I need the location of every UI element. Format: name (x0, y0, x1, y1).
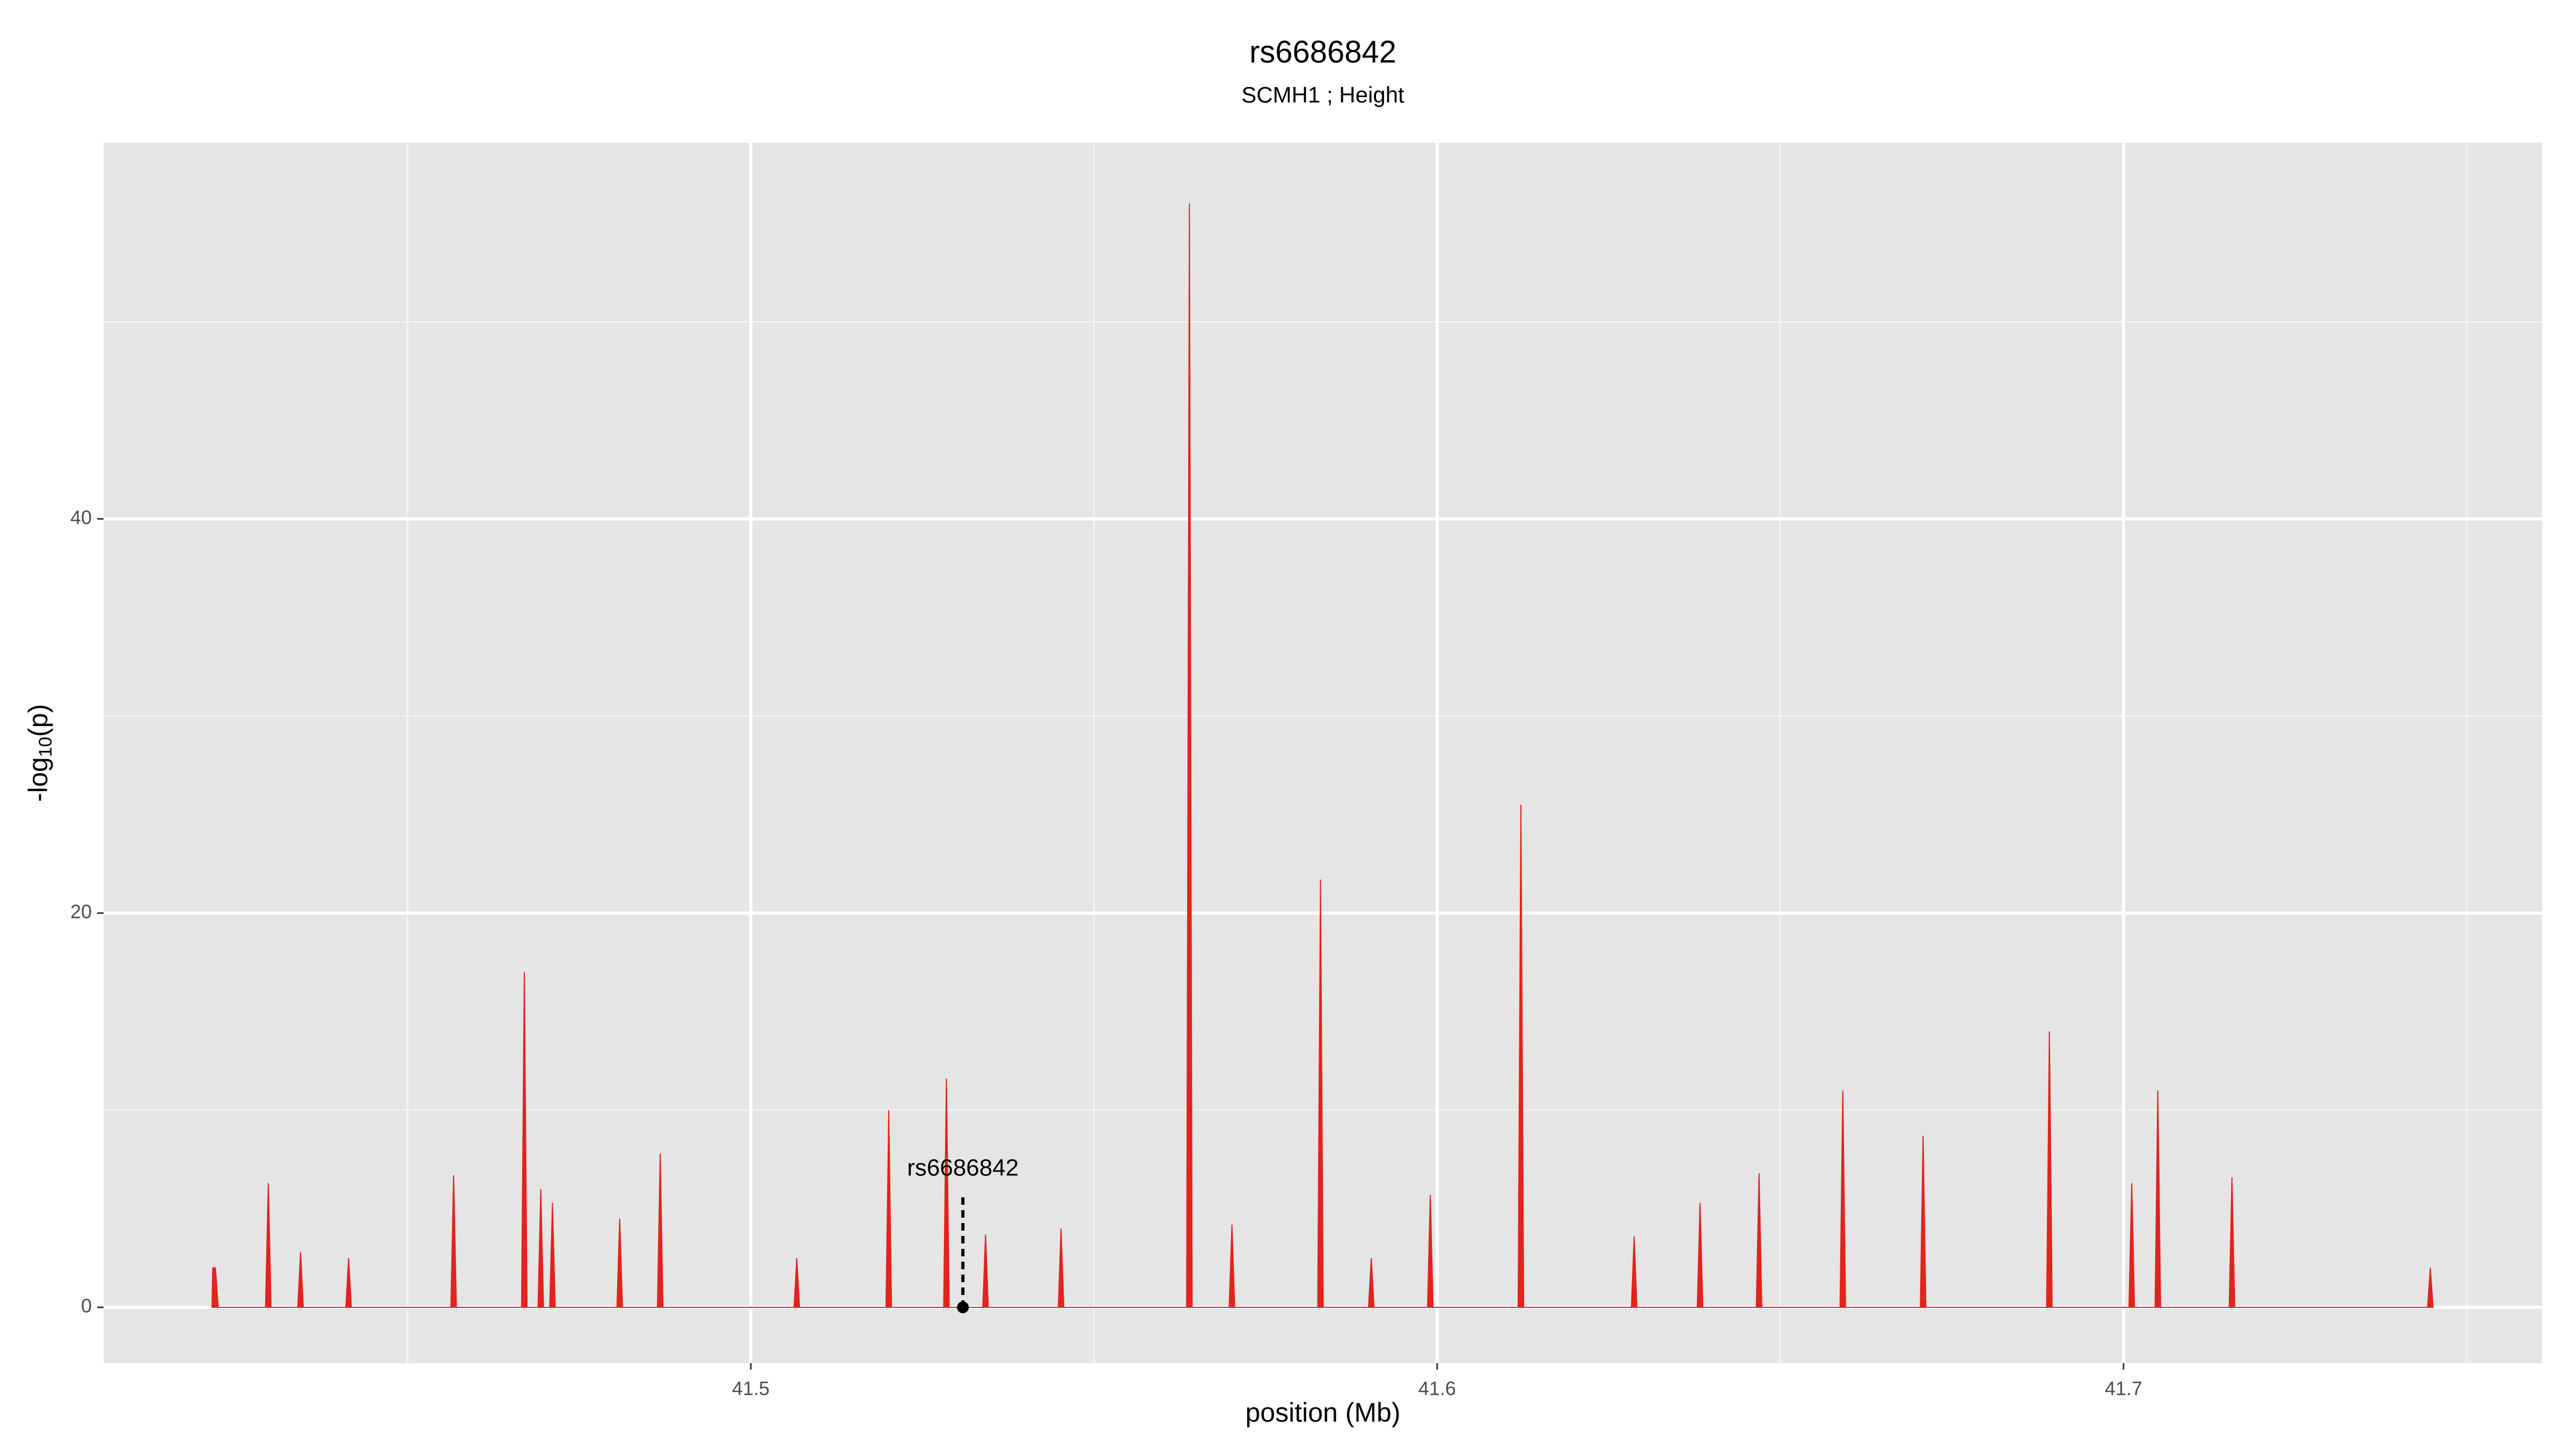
plot-panel (104, 143, 2542, 1363)
y-label-subscript: 10 (35, 737, 56, 757)
y-axis-label: -log10(p) (23, 704, 56, 802)
y-tick-label: 0 (81, 1295, 92, 1317)
y-label-part: (p) (23, 704, 53, 737)
x-axis-label: position (Mb) (1246, 1397, 1401, 1428)
area (211, 203, 2434, 1308)
annotation-point (957, 1301, 969, 1314)
y-tick-label: 40 (70, 506, 92, 528)
chart-title: rs6686842 (1249, 34, 1396, 69)
chart-subtitle: SCMH1 ; Height (1241, 82, 1404, 107)
x-tick-label: 41.6 (1418, 1378, 1456, 1400)
y-label-part: -log (23, 757, 53, 802)
annotation-label: rs6686842 (907, 1155, 1019, 1181)
y-tick-label: 20 (70, 901, 92, 923)
x-tick-label: 41.7 (2105, 1378, 2142, 1400)
x-tick-label: 41.5 (732, 1378, 770, 1400)
